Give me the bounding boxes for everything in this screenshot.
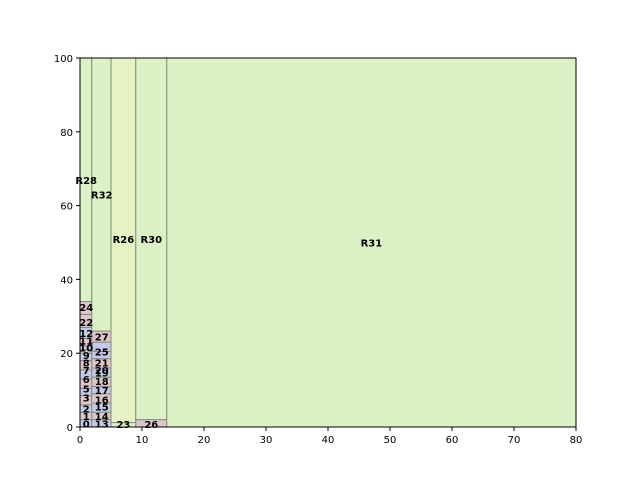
rect-label-r28: R28 <box>75 176 97 187</box>
rect-label-17: 17 <box>95 386 109 397</box>
rect-label-19: 19 <box>95 368 109 379</box>
x-tick-label: 50 <box>384 435 397 446</box>
rect-label-27: 27 <box>95 333 109 344</box>
treemap-rect-r31 <box>166 57 577 428</box>
rect-label-12: 12 <box>79 329 93 340</box>
x-tick-label: 70 <box>508 435 521 446</box>
x-tick-label: 30 <box>260 435 273 446</box>
rect-label-0: 0 <box>83 419 90 430</box>
rect-label-14: 14 <box>95 412 109 423</box>
y-tick-label: 0 <box>67 423 73 434</box>
rect-label-15: 15 <box>95 403 109 414</box>
x-tick-label: 40 <box>322 435 335 446</box>
x-tick-label: 0 <box>77 435 83 446</box>
y-tick-label: 20 <box>60 349 73 360</box>
rect-label-r26: R26 <box>113 235 135 246</box>
rect-label-9: 9 <box>83 351 90 362</box>
rect-label-22: 22 <box>79 318 93 329</box>
x-tick-label: 80 <box>570 435 583 446</box>
treemap-rect-r26 <box>110 57 137 424</box>
rect-label-7: 7 <box>83 366 90 377</box>
rect-label-r30: R30 <box>140 235 162 246</box>
rects-layer <box>79 57 577 428</box>
y-tick-label: 100 <box>54 54 73 65</box>
rect-label-24: 24 <box>79 303 93 314</box>
x-tick-label: 20 <box>198 435 211 446</box>
rect-label-16: 16 <box>95 395 109 406</box>
rect-label-8: 8 <box>83 358 90 369</box>
rect-label-6: 6 <box>83 375 90 386</box>
rect-label-11: 11 <box>79 336 93 347</box>
rect-label-21: 21 <box>95 358 109 369</box>
y-tick-label: 80 <box>60 128 73 139</box>
treemap-rect-r30 <box>135 57 168 421</box>
rect-label-18: 18 <box>95 377 109 388</box>
y-axis: 0 20 40 60 80 100 <box>54 54 80 434</box>
y-tick-label: 60 <box>60 202 73 213</box>
rect-label-r32: R32 <box>91 191 113 202</box>
rect-label-r31: R31 <box>361 239 383 250</box>
rect-label-1: 1 <box>83 412 90 423</box>
x-tick-label: 10 <box>136 435 149 446</box>
rect-label-3: 3 <box>83 393 90 404</box>
x-axis: 0 10 20 30 40 50 60 70 80 <box>77 427 583 446</box>
rect-label-25: 25 <box>95 347 109 358</box>
rect-label-23: 23 <box>116 420 130 431</box>
rect-label-2: 2 <box>83 405 90 416</box>
rect-label-5: 5 <box>83 384 90 395</box>
y-tick-label: 40 <box>60 275 73 286</box>
x-tick-label: 60 <box>446 435 459 446</box>
rect-label-20: 20 <box>95 366 109 377</box>
rect-label-26: 26 <box>144 420 158 431</box>
rect-label-10: 10 <box>79 344 93 355</box>
rect-label-13: 13 <box>95 419 109 430</box>
